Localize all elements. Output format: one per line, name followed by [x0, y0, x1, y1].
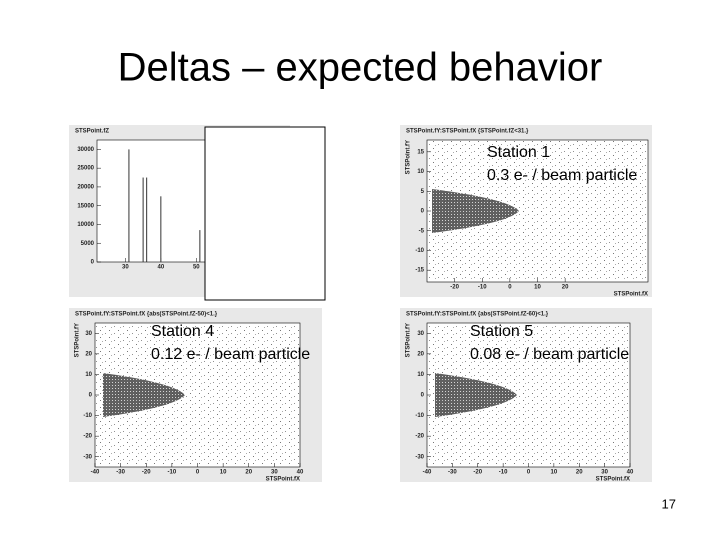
y-tick-label: 0	[421, 209, 425, 215]
x-tick-label: 40	[627, 470, 634, 476]
scatter-core	[432, 189, 519, 233]
panel-header: STSPoint.fY:STSPoint.fX {abs(STSPoint.fZ…	[75, 312, 218, 318]
y-tick-label: 20000	[77, 185, 94, 191]
x-tick-label: 40	[158, 265, 165, 271]
y-tick-label: 30	[417, 331, 424, 337]
y-tick-label: 10	[417, 169, 424, 175]
y-axis-label: STSPoint.fY	[406, 323, 412, 357]
x-tick-label: -20	[142, 470, 151, 476]
annotation: 0.08 e- / beam particle	[470, 346, 629, 363]
x-tick-label: 10	[220, 470, 227, 476]
y-tick-label: 0	[91, 260, 95, 266]
slide-title: Deltas – expected behavior	[118, 46, 603, 90]
panel-header: STSPoint.fZ	[75, 129, 109, 135]
y-tick-label: 5	[421, 189, 425, 195]
y-tick-label: -30	[83, 454, 92, 460]
x-tick-label: -40	[423, 470, 432, 476]
y-tick-label: 10000	[77, 222, 94, 228]
y-tick-label: 10	[417, 372, 424, 378]
page-number: 17	[662, 496, 676, 511]
x-tick-label: -10	[168, 470, 177, 476]
y-tick-label: 30000	[77, 147, 94, 153]
x-tick-label: 20	[562, 285, 569, 291]
x-tick-label: 0	[527, 470, 531, 476]
x-tick-label: 10	[534, 285, 541, 291]
x-tick-label: -30	[116, 470, 125, 476]
y-tick-label: -5	[419, 228, 425, 234]
y-axis-label: STSPoint.fY	[406, 140, 412, 174]
y-tick-label: -30	[415, 454, 424, 460]
annotation: 0.12 e- / beam particle	[151, 346, 310, 363]
y-tick-label: 20	[85, 351, 92, 357]
y-tick-label: -10	[83, 413, 92, 419]
x-tick-label: 30	[122, 265, 129, 271]
y-tick-label: 10	[85, 372, 92, 378]
y-tick-label: -10	[415, 413, 424, 419]
x-tick-label: 10	[551, 470, 558, 476]
scatter-core	[435, 373, 517, 417]
y-tick-label: 25000	[77, 166, 94, 172]
x-tick-label: 40	[297, 470, 304, 476]
x-tick-label: 30	[271, 470, 278, 476]
x-tick-label: -20	[473, 470, 482, 476]
y-tick-label: 0	[89, 393, 93, 399]
annotation: Station 4	[151, 323, 214, 340]
x-tick-label: 0	[508, 285, 512, 291]
x-axis-label: STSPoint.fX	[614, 292, 648, 298]
x-axis-label: STSPoint.fX	[266, 477, 300, 483]
overlay-box	[204, 126, 326, 301]
y-tick-label: 0	[421, 393, 425, 399]
scatter-core	[103, 373, 185, 417]
y-tick-label: -20	[83, 434, 92, 440]
x-tick-label: 20	[576, 470, 583, 476]
x-tick-label: 20	[245, 470, 252, 476]
annotation: 0.3 e- / beam particle	[487, 167, 637, 184]
x-tick-label: -10	[478, 285, 487, 291]
y-tick-label: -20	[415, 434, 424, 440]
y-tick-label: 30	[85, 331, 92, 337]
y-tick-label: 20	[417, 351, 424, 357]
x-tick-label: -20	[450, 285, 459, 291]
x-tick-label: -10	[499, 470, 508, 476]
y-tick-label: 15	[417, 149, 424, 155]
x-tick-label: -30	[448, 470, 457, 476]
x-tick-label: 30	[601, 470, 608, 476]
annotation: Station 1	[487, 144, 550, 161]
y-tick-label: 5000	[81, 241, 95, 247]
x-tick-label: -40	[91, 470, 100, 476]
y-tick-label: 15000	[77, 203, 94, 209]
annotation: Station 5	[470, 323, 533, 340]
x-tick-label: 0	[196, 470, 200, 476]
panel-header: STSPoint.fY:STSPoint.fX {STSPoint.fZ<31.…	[406, 129, 529, 135]
x-tick-label: 50	[193, 265, 200, 271]
x-axis-label: STSPoint.fX	[596, 477, 630, 483]
y-tick-label: -10	[415, 248, 424, 254]
y-axis-label: STSPoint.fY	[75, 323, 81, 357]
y-tick-label: -15	[415, 268, 424, 274]
panel-header: STSPoint.fY:STSPoint.fX {abs(STSPoint.fZ…	[406, 312, 549, 318]
